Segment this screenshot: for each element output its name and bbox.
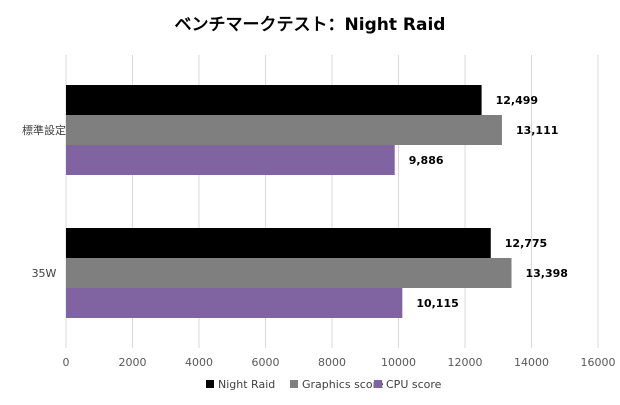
x-tick-label: 6000 — [252, 356, 280, 369]
x-tick-label: 10000 — [381, 356, 416, 369]
bar — [66, 258, 512, 288]
x-tick-label: 12000 — [448, 356, 483, 369]
x-tick-label: 8000 — [318, 356, 346, 369]
category-label: 35W — [32, 267, 57, 280]
bar — [66, 115, 502, 145]
x-tick-label: 4000 — [185, 356, 213, 369]
x-tick-label: 0 — [63, 356, 70, 369]
data-label: 9,886 — [409, 154, 444, 167]
bar — [66, 145, 395, 175]
legend-entry: CPU score — [386, 378, 442, 391]
bar — [66, 288, 403, 318]
data-label: 13,111 — [516, 124, 558, 137]
data-label: 13,398 — [525, 267, 567, 280]
x-tick-label: 16000 — [581, 356, 616, 369]
data-label: 12,499 — [496, 94, 538, 107]
legend-entry: Night Raid — [218, 378, 275, 391]
legend-swatch — [374, 380, 382, 388]
category-label: 標準設定 — [22, 123, 66, 137]
bar — [66, 85, 482, 115]
data-label: 10,115 — [416, 297, 458, 310]
x-tick-label: 14000 — [514, 356, 549, 369]
bar — [66, 228, 491, 258]
data-label: 12,775 — [505, 237, 547, 250]
x-tick-label: 2000 — [119, 356, 147, 369]
legend-swatch — [290, 380, 298, 388]
legend-entry: Graphics score — [302, 378, 384, 391]
legend-swatch — [206, 380, 214, 388]
chart-title: ベンチマークテスト：Night Raid — [174, 15, 446, 35]
